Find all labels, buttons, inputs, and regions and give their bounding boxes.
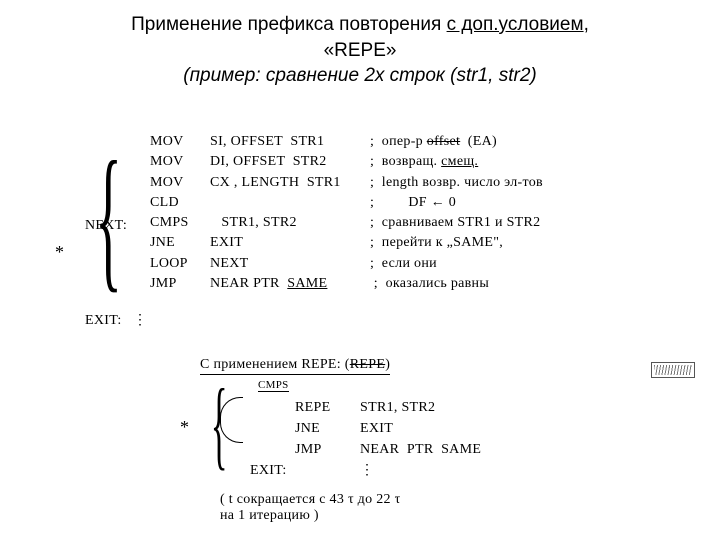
code-line: MOVDI, OFFSET STR2; возвращ. смещ. [150, 152, 710, 172]
next-label: NEXT: [85, 218, 127, 234]
code-line: LOOPNEXT; если они [150, 254, 710, 274]
title-line2: «REPE» [324, 40, 397, 61]
footnote-line1: ( t сокращается с 43 τ до 22 τ [220, 492, 401, 508]
code-line: EXIT:⋮ [250, 460, 481, 481]
block2-title: С применением REPE: (REPE) [200, 357, 390, 375]
title-line1-underline: с доп.условием [447, 14, 584, 35]
footnote: ( t сокращается с 43 τ до 22 τ на 1 итер… [220, 492, 401, 524]
code-line: MOVCX , LENGTH STR1; length возвр. число… [150, 173, 710, 193]
exit-label: EXIT: ⋮ [85, 312, 147, 329]
code-block-1: MOVSI, OFFSET STR1; опер-р offset (EA) M… [150, 132, 710, 294]
asterisk-icon: * [55, 242, 64, 263]
code-line: CMPS STR1, STR2; сравниваем STR1 и STR2 [150, 213, 710, 233]
slide-title: Применение префикса повторения с доп.усл… [0, 12, 720, 89]
code-line: REPESTR1, STR2 [250, 397, 481, 418]
code-line: CLD; DF ← 0 [150, 193, 710, 213]
scribble-icon [651, 362, 695, 378]
code-block-2: С применением REPE: (REPE) CMPS REPESTR1… [200, 357, 700, 375]
code-line: JNEEXIT [250, 418, 481, 439]
block2-lines: REPESTR1, STR2 JNEEXIT JMPNEAR PTR SAME … [250, 397, 481, 481]
title-line1a: Применение префикса повторения [131, 14, 446, 35]
title-line3: (пример: сравнение 2х строк (str1, str2) [183, 65, 536, 86]
code-line: JMPNEAR PTR SAME [250, 439, 481, 460]
code-line: JNEEXIT; перейти к „SAME", [150, 233, 710, 253]
cmps-annotation: CMPS [258, 379, 289, 392]
code-line: JMPNEAR PTR SAME ; оказались равны [150, 274, 710, 294]
code-line: MOVSI, OFFSET STR1; опер-р offset (EA) [150, 132, 710, 152]
brace-icon: { [95, 137, 122, 297]
title-line1c: , [584, 14, 589, 35]
footnote-line2: на 1 итерацию ) [220, 508, 401, 524]
asterisk-icon: * [180, 417, 189, 438]
